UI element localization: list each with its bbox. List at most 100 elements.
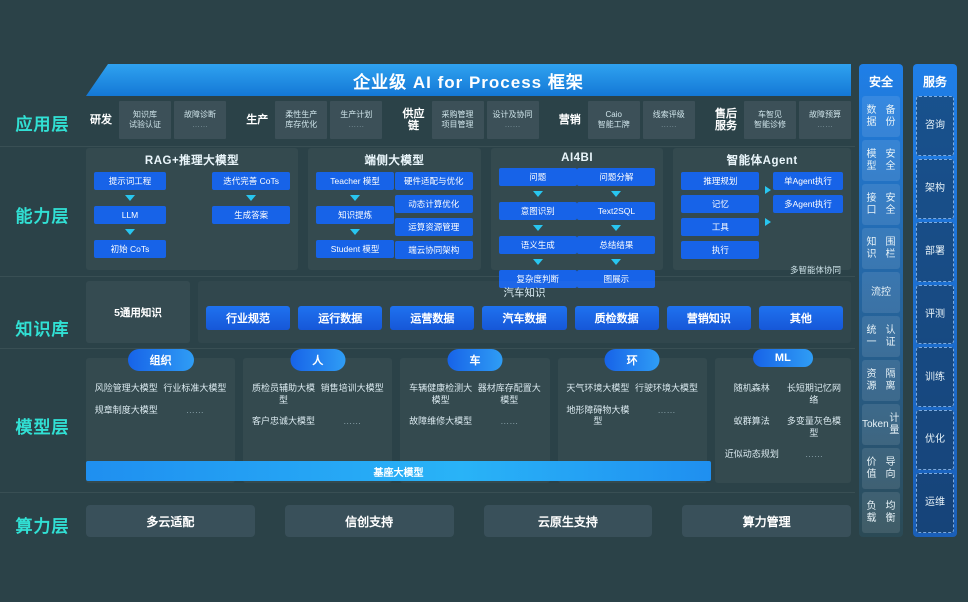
capability-chip[interactable]: 工具 xyxy=(681,218,760,236)
capability-chip[interactable]: Student 模型 xyxy=(316,240,395,258)
capability-chip[interactable]: Text2SQL xyxy=(577,202,656,220)
app-cell[interactable]: 知识库 试验认证 xyxy=(119,101,171,139)
capability-chip[interactable]: 多Agent执行 xyxy=(773,195,843,213)
capability-chip[interactable]: 动态计算优化 xyxy=(394,195,473,213)
app-cell[interactable]: 故障诊断…… xyxy=(174,101,226,139)
model-cell[interactable]: 随机森林 xyxy=(733,383,770,393)
arrow-down-icon xyxy=(246,195,257,201)
capability-chip[interactable]: 知识提炼 xyxy=(316,206,395,224)
service-item[interactable]: 架构 xyxy=(916,158,954,219)
security-item[interactable]: 流控 xyxy=(862,272,900,313)
knowledge-chip[interactable]: 运营数据 xyxy=(390,306,475,330)
security-item[interactable]: Token 计量 xyxy=(862,404,900,445)
model-group-pill[interactable]: 组织 xyxy=(127,349,194,371)
knowledge-chip[interactable]: 汽车数据 xyxy=(482,306,567,330)
security-item[interactable]: 负载 均衡 xyxy=(862,492,900,533)
app-cell[interactable]: Caio 智能工牌 xyxy=(587,101,640,139)
app-cell[interactable]: 线索评级…… xyxy=(642,101,695,139)
capability-chip[interactable]: 初始 CoTs xyxy=(94,240,166,258)
knowledge-chip[interactable]: 运行数据 xyxy=(298,306,383,330)
model-cell[interactable]: …… xyxy=(500,416,519,426)
model-cell[interactable]: 行业标准大模型 xyxy=(163,383,227,393)
model-cell[interactable]: 行驶环境大模型 xyxy=(634,383,698,393)
compute-cell[interactable]: 信创支持 xyxy=(284,505,454,537)
model-cell[interactable]: …… xyxy=(657,404,676,415)
app-cell-list: 柔性生产 库存优化 生产计划…… xyxy=(275,101,383,139)
model-cell[interactable]: 风险管理大模型 xyxy=(94,383,158,393)
app-group-2: 供应链 采购管理 项目管理 设计及协同…… xyxy=(399,97,539,143)
capability-chip[interactable]: 意图识别 xyxy=(498,202,577,220)
capability-chip[interactable]: Teacher 模型 xyxy=(316,172,395,190)
service-item[interactable]: 部署 xyxy=(916,221,954,282)
base-model-bar[interactable]: 基座大模型 xyxy=(86,461,711,481)
capability-chip[interactable]: 硬件适配与优化 xyxy=(394,172,473,190)
service-item[interactable]: 训练 xyxy=(916,347,954,408)
model-cell[interactable]: 长短期记忆网络 xyxy=(786,383,841,405)
capability-chip[interactable]: 提示词工程 xyxy=(94,172,166,190)
model-group-pill[interactable]: 人 xyxy=(290,349,346,371)
capability-chip[interactable]: 端云协同架构 xyxy=(394,241,473,259)
security-item[interactable]: 资源 隔离 xyxy=(862,360,900,401)
model-cell[interactable]: 规章制度大模型 xyxy=(94,404,158,415)
model-cell[interactable]: 天气环境大模型 xyxy=(566,383,630,393)
capability-chip[interactable]: 运算资源管理 xyxy=(394,218,473,236)
service-item[interactable]: 咨询 xyxy=(916,96,954,156)
knowledge-chip[interactable]: 质检数据 xyxy=(574,306,659,330)
model-cell[interactable]: …… xyxy=(343,416,362,426)
app-cell[interactable]: 车智见 智能诊修 xyxy=(744,101,796,139)
model-cell[interactable]: 器材库存配置大模型 xyxy=(477,383,541,405)
security-item[interactable]: 接口 安全 xyxy=(862,184,900,225)
compute-cell[interactable]: 多云适配 xyxy=(86,505,255,537)
capability-chip[interactable]: 记忆 xyxy=(681,195,760,213)
capability-chip[interactable]: 执行 xyxy=(681,241,760,259)
compute-cell[interactable]: 云原生支持 xyxy=(483,505,653,537)
app-cell[interactable]: 设计及协同…… xyxy=(486,101,539,139)
model-cell[interactable]: 车辆健康检测大模型 xyxy=(409,383,473,405)
service-item[interactable]: 优化 xyxy=(916,410,954,471)
app-cell[interactable]: 故障预算…… xyxy=(799,101,851,139)
general-knowledge-box[interactable]: 5通用知识 xyxy=(86,281,190,343)
knowledge-chip[interactable]: 营销知识 xyxy=(666,306,751,330)
capability-chip[interactable]: 问题分解 xyxy=(577,168,656,186)
model-cell[interactable]: 销售培训大模型 xyxy=(320,383,384,393)
model-cell[interactable]: 多变量灰色模型 xyxy=(786,416,841,438)
capability-chip[interactable]: 复杂度判断 xyxy=(498,270,577,288)
model-cell[interactable]: 蚁群算法 xyxy=(733,416,770,426)
capability-chip[interactable]: 语义生成 xyxy=(498,236,577,254)
knowledge-chip[interactable]: 行业规范 xyxy=(206,306,291,330)
service-item[interactable]: 评测 xyxy=(916,284,954,345)
app-cell-list: 车智见 智能诊修 故障预算…… xyxy=(744,101,851,139)
knowledge-chip[interactable]: 其他 xyxy=(758,306,843,330)
security-item[interactable]: 价值 导向 xyxy=(862,448,900,489)
model-cell[interactable]: …… xyxy=(185,404,204,415)
app-cell[interactable]: 柔性生产 库存优化 xyxy=(275,101,328,139)
model-cell[interactable]: …… xyxy=(804,449,823,459)
model-group-pill[interactable]: 环 xyxy=(604,349,660,371)
capability-chip[interactable]: 推理规划 xyxy=(681,172,760,190)
app-cell[interactable]: 采购管理 项目管理 xyxy=(431,101,484,139)
model-cell[interactable]: 质检员辅助大模型 xyxy=(251,383,315,405)
service-item[interactable]: 运维 xyxy=(916,473,954,534)
security-item[interactable]: 知识 围栏 xyxy=(862,228,900,269)
model-cell[interactable]: 地形障碍物大模型 xyxy=(566,404,630,427)
capability-chip[interactable]: 迭代完善 CoTs xyxy=(212,172,291,190)
capability-chip[interactable]: LLM xyxy=(94,206,166,224)
app-cell[interactable]: 生产计划…… xyxy=(330,101,383,139)
model-cell[interactable]: 故障维修大模型 xyxy=(409,416,473,426)
security-item[interactable]: 统一 认证 xyxy=(862,316,900,357)
capability-chip[interactable]: 生成答案 xyxy=(212,206,291,224)
capability-chip[interactable]: 图展示 xyxy=(577,270,656,288)
capability-chip[interactable]: 总结结果 xyxy=(577,236,656,254)
capability-chip[interactable]: 问题 xyxy=(498,168,577,186)
arrow-right-icon xyxy=(765,218,772,226)
model-cell[interactable]: 客户忠诚大模型 xyxy=(251,416,315,426)
capability-chip[interactable]: 单Agent执行 xyxy=(773,172,843,190)
model-cell-list: 风险管理大模型 行业标准大模型规章制度大模型 …… xyxy=(86,374,235,425)
model-cell[interactable]: 近似动态规划 xyxy=(724,449,779,459)
model-group-pill[interactable]: ML xyxy=(752,349,813,367)
security-item[interactable]: 模型 安全 xyxy=(862,140,900,181)
arrow-down-icon xyxy=(532,191,543,197)
compute-cell[interactable]: 算力管理 xyxy=(682,505,851,537)
model-group-pill[interactable]: 车 xyxy=(447,349,503,371)
security-item[interactable]: 数据 备份 xyxy=(862,96,900,137)
